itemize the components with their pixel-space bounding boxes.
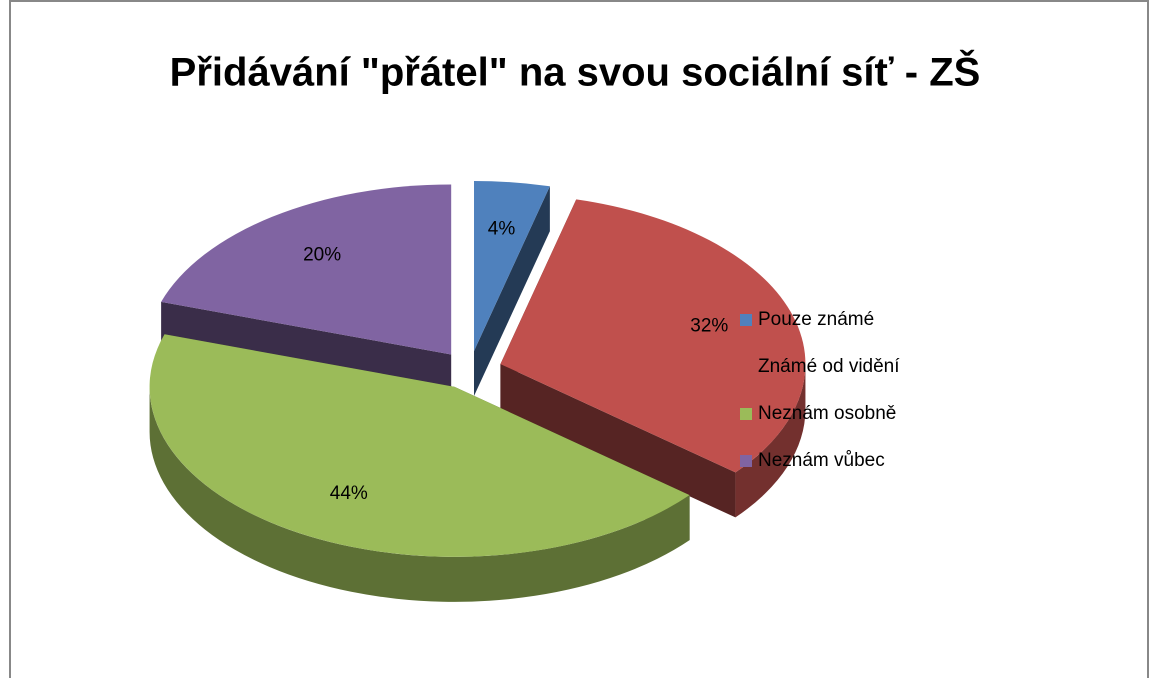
slice-side <box>500 364 736 518</box>
data-label: 44% <box>330 483 368 504</box>
legend-label: Pouze známé <box>758 309 874 330</box>
legend-swatch <box>740 314 752 326</box>
slice-wall <box>149 386 690 602</box>
legend-swatch <box>740 455 752 467</box>
data-label: 32% <box>690 315 728 336</box>
chart-title: Přidávání "přátel" na svou sociální síť … <box>170 49 981 95</box>
slice <box>149 334 690 557</box>
slice-wall <box>735 364 806 518</box>
legend-swatch <box>740 408 752 420</box>
legend-label: Známé od vidění <box>758 356 900 377</box>
slice-side <box>474 186 550 396</box>
data-label: 4% <box>488 219 516 240</box>
legend-swatch <box>740 361 752 373</box>
slice <box>474 180 550 351</box>
slice <box>500 199 806 473</box>
data-label: 20% <box>303 244 341 265</box>
legend-label: Neznám osobně <box>758 403 896 424</box>
legend-label: Neznám vůbec <box>758 450 885 471</box>
slice <box>161 184 452 355</box>
